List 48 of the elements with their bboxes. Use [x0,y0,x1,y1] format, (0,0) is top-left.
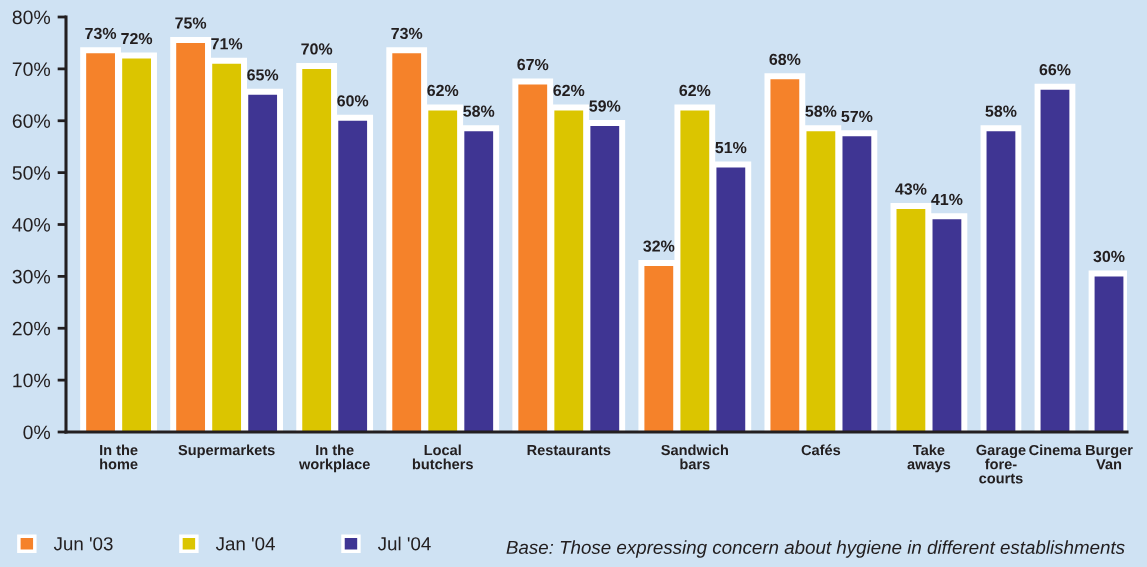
data-label: 59% [589,100,621,112]
x-tick-label: Local butchers [412,444,473,470]
data-label: 51% [715,141,747,154]
y-tick-label: 50% [12,166,51,180]
y-tick-label: 70% [12,62,51,77]
x-tick-label: Garage fore- courts [976,444,1026,484]
data-label: 58% [805,105,837,117]
data-label: 65% [247,69,279,81]
data-label: 30% [1093,250,1125,263]
x-tick-label: Cinema [1029,444,1082,456]
data-label: 62% [553,84,585,97]
data-label: 57% [841,110,873,123]
data-label: 75% [175,17,207,29]
legend-label: Jul '04 [377,536,431,551]
y-tick-label: 60% [12,114,51,128]
legend-label: Jun '03 [53,537,113,551]
data-label: 67% [517,58,549,71]
data-label: 62% [679,84,711,97]
x-tick-label: Cafés [801,444,841,456]
data-label: 58% [463,105,495,117]
data-label: 41% [931,193,963,206]
x-tick-label: In the home [100,444,138,470]
x-tick-label: Supermarkets [178,444,275,459]
text: Base: Those expressing concern about hygiene in different establishments [506,540,1125,558]
data-label: 66% [1039,64,1071,76]
data-label: 73% [85,27,117,40]
x-tick-label: Restaurants [527,445,611,456]
data-label: 43% [895,183,927,195]
data-label: 72% [121,32,153,45]
y-tick-label: 0% [23,425,51,440]
data-label: 62% [427,84,459,97]
data-label: 70% [301,43,333,55]
x-tick-label: Sandwich bars [661,444,728,470]
data-label: 32% [643,240,675,252]
data-label: 58% [985,105,1017,117]
y-tick-label: 30% [12,269,51,284]
y-tick-label: 20% [12,321,51,336]
data-label: 68% [769,53,801,65]
data-label: 71% [211,38,243,50]
y-tick-label: 10% [13,373,51,388]
data-label: 73% [391,27,423,40]
data-label: 60% [337,95,369,107]
y-tick-label: 40% [12,217,51,232]
legend-label: Jan '04 [215,537,275,551]
x-tick-label: In the workplace [298,444,370,473]
x-tick-label: Take aways [907,444,951,473]
x-tick-label: Burger Van [1086,444,1133,470]
y-tick-label: 80% [12,10,51,25]
